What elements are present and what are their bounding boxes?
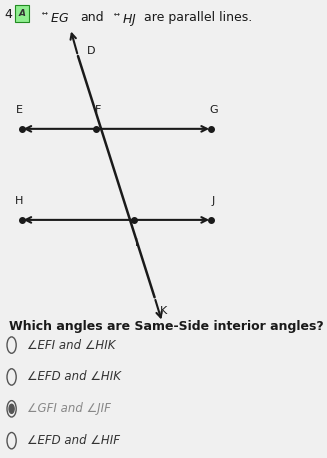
Text: ∠EFI and ∠HIK: ∠EFI and ∠HIK (27, 338, 115, 352)
Text: $\overleftrightarrow{EG}$: $\overleftrightarrow{EG}$ (42, 11, 70, 25)
Text: H: H (15, 196, 24, 206)
Text: K: K (160, 306, 167, 316)
Text: $\overleftrightarrow{HJ}$: $\overleftrightarrow{HJ}$ (114, 11, 137, 28)
Text: F: F (95, 105, 102, 115)
Text: A: A (18, 9, 25, 18)
FancyBboxPatch shape (15, 5, 29, 22)
Text: Which angles are Same-Side interior angles?: Which angles are Same-Side interior angl… (9, 320, 324, 333)
Text: ∠GFI and ∠JIF: ∠GFI and ∠JIF (27, 402, 111, 415)
Text: D: D (87, 46, 95, 56)
Text: I: I (135, 238, 138, 248)
Text: 4: 4 (4, 8, 12, 21)
Text: and: and (80, 11, 104, 24)
Text: J: J (212, 196, 215, 206)
Circle shape (9, 404, 14, 414)
Text: G: G (209, 105, 217, 115)
Text: ∠EFD and ∠HIK: ∠EFD and ∠HIK (27, 371, 121, 383)
Text: ∠EFD and ∠HIF: ∠EFD and ∠HIF (27, 434, 120, 447)
Text: are parallel lines.: are parallel lines. (144, 11, 252, 24)
Text: E: E (16, 105, 23, 115)
